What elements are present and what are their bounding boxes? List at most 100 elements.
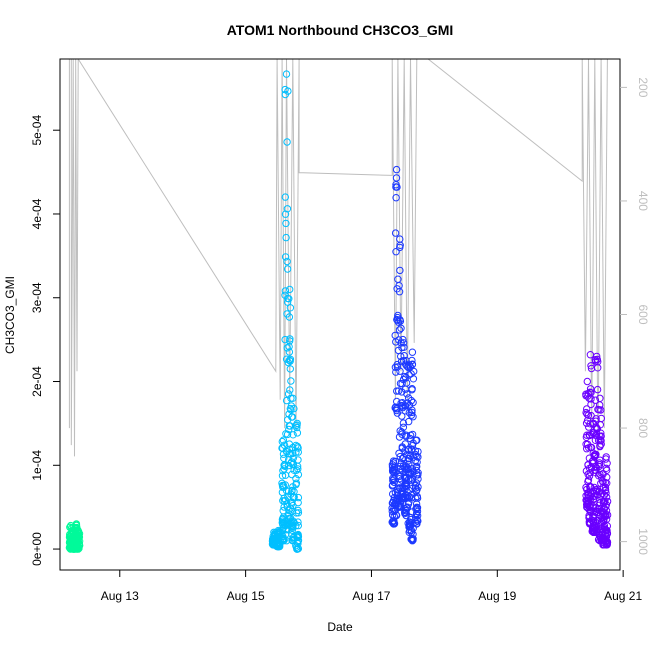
data-point — [407, 411, 416, 419]
data-point — [408, 360, 417, 368]
data-point — [591, 436, 600, 444]
data-point — [412, 500, 421, 508]
data-point — [293, 429, 302, 437]
data-point — [405, 417, 413, 426]
data-point — [294, 509, 303, 517]
data-point — [597, 429, 605, 437]
data-point — [402, 402, 410, 410]
data-point — [412, 471, 421, 479]
data-point — [74, 545, 82, 553]
data-point — [589, 495, 598, 504]
data-point — [282, 219, 290, 228]
data-point — [603, 538, 611, 546]
data-point — [294, 493, 303, 502]
y-axis: 0e+00 1e-04 2e-04 3e-04 4e-04 5e-04 — [30, 115, 60, 566]
data-point — [294, 470, 303, 479]
y-right-tick-label: 600 — [636, 304, 650, 324]
data-point — [413, 452, 421, 460]
data-point — [588, 430, 596, 439]
data-point — [585, 431, 593, 439]
data-point — [289, 431, 297, 439]
data-point — [393, 183, 401, 191]
data-point — [292, 542, 300, 550]
chart-title: ATOM1 Northbound CH3CO3_GMI — [227, 22, 454, 38]
data-point — [414, 475, 422, 483]
data-point — [281, 481, 289, 489]
data-point — [392, 165, 401, 174]
data-point — [389, 520, 398, 528]
data-point — [408, 430, 417, 439]
data-point — [287, 402, 296, 410]
x-axis-label: Date — [327, 620, 353, 634]
data-point — [587, 400, 595, 409]
data-point — [287, 394, 295, 402]
y-tick-label: 1e-04 — [30, 450, 44, 481]
data-point — [602, 489, 610, 497]
data-point — [283, 257, 291, 266]
data-point — [590, 492, 598, 501]
data-point — [398, 380, 406, 388]
data-point — [586, 385, 595, 393]
data-point — [601, 486, 610, 494]
data-point — [396, 317, 405, 325]
data-point — [409, 398, 417, 407]
data-point — [286, 337, 294, 345]
data-point — [274, 542, 282, 551]
data-point — [601, 497, 609, 505]
data-point — [602, 533, 610, 541]
series-2 — [388, 165, 422, 545]
data-point — [601, 478, 609, 487]
data-point — [391, 331, 399, 340]
data-point — [278, 481, 287, 490]
data-points — [65, 70, 612, 553]
data-point — [597, 414, 605, 423]
data-point — [292, 466, 301, 474]
data-point — [594, 436, 603, 445]
data-point — [408, 537, 417, 545]
data-point — [602, 493, 611, 501]
data-point — [397, 324, 405, 332]
data-point — [396, 235, 404, 243]
data-point — [292, 474, 300, 483]
data-point — [411, 450, 420, 459]
y-tick-label: 5e-04 — [30, 115, 44, 146]
data-point — [400, 352, 408, 360]
data-point — [389, 467, 397, 476]
data-point — [589, 514, 598, 522]
data-point — [392, 511, 401, 520]
data-point — [399, 419, 408, 427]
data-point — [395, 326, 404, 334]
data-point — [389, 476, 397, 485]
data-point — [284, 358, 292, 367]
data-point — [413, 520, 421, 528]
data-point — [285, 313, 294, 321]
x-tick-label: Aug 21 — [604, 589, 642, 603]
data-point — [391, 229, 400, 237]
data-point — [405, 528, 413, 536]
data-point — [409, 375, 418, 383]
data-point — [282, 396, 291, 405]
data-point — [294, 537, 302, 546]
y-tick-label: 0e+00 — [30, 532, 44, 566]
series-1 — [268, 70, 303, 553]
data-point — [408, 464, 417, 473]
data-point — [407, 526, 416, 535]
data-point — [281, 253, 290, 261]
data-point — [285, 425, 293, 434]
data-point — [602, 510, 610, 519]
data-point — [396, 452, 404, 461]
data-point — [591, 396, 600, 404]
data-point — [404, 492, 412, 500]
data-point — [597, 406, 605, 414]
x-tick-label: Aug 19 — [478, 589, 516, 603]
y-right-tick-label: 1000 — [636, 528, 650, 555]
data-point — [280, 461, 288, 469]
data-point — [282, 70, 291, 78]
data-point — [288, 526, 296, 534]
data-point — [603, 529, 611, 537]
data-point — [413, 507, 422, 516]
data-point — [289, 454, 297, 462]
data-point — [414, 483, 422, 491]
data-point — [404, 446, 412, 454]
data-point — [286, 285, 294, 294]
